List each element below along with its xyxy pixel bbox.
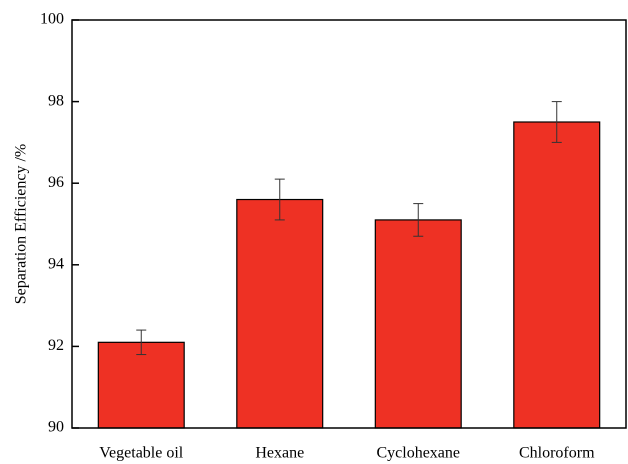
x-tick-label: Chloroform	[519, 445, 595, 462]
y-tick-label: 100	[40, 11, 64, 28]
bar	[374, 219, 462, 429]
bar	[236, 198, 324, 429]
y-tick-label: 92	[48, 337, 64, 354]
y-tick-label: 90	[48, 419, 64, 436]
y-tick-label: 96	[48, 174, 64, 191]
plot-frame	[71, 19, 627, 429]
x-tick-label: Vegetable oil	[99, 445, 184, 462]
bar	[513, 121, 601, 429]
bar	[97, 341, 185, 429]
y-tick-label: 98	[48, 92, 64, 109]
x-tick-label: Hexane	[255, 445, 304, 462]
x-tick-label: Cyclohexane	[376, 445, 460, 462]
y-tick-label: 94	[48, 255, 64, 272]
y-axis-label: Separation Efficiency /%	[13, 144, 30, 305]
